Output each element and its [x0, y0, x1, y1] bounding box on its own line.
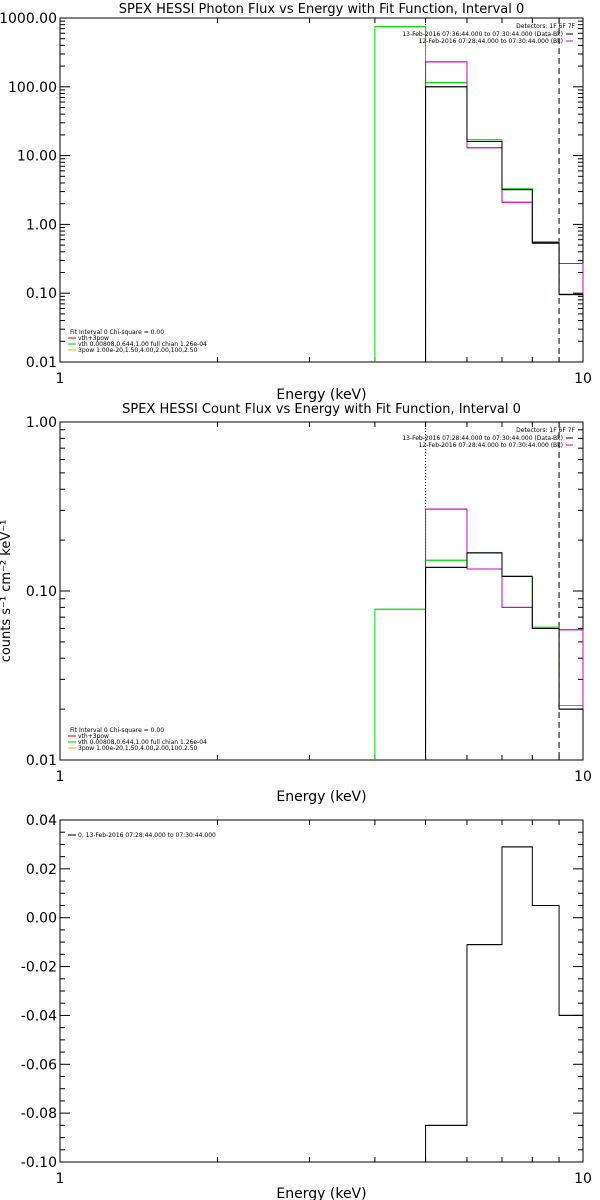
legend-right-entry: 13-Feb-2016 07:36:44.000 to 07:30:44.000… — [402, 31, 563, 38]
y-tick-label: 1.00 — [26, 415, 57, 431]
y-axis-label: counts s⁻¹ cm⁻² keV⁻¹ — [0, 520, 14, 663]
y-tick-label: -0.08 — [21, 1106, 57, 1122]
series-line — [425, 86, 584, 362]
legend-right-entry: 12-Feb-2016 07:28:44.000 to 07:30:44.000… — [419, 38, 563, 45]
x-tick-label: 1 — [56, 371, 65, 387]
legend-right-entry: 13-Feb-2016 07:28:44.000 to 07:30:44.000… — [402, 435, 563, 442]
y-tick-label: 0.01 — [26, 753, 57, 769]
x-tick-label: 1 — [56, 1171, 65, 1187]
y-tick-label: 0.00 — [26, 911, 57, 927]
plot-frame — [59, 17, 584, 363]
legend-left-entry: vth 0.00808,0.644,1.00 full chian 1.26e-… — [78, 739, 207, 746]
legend-left-entry: vth 0.00808,0.644,1.00 full chian 1.26e-… — [78, 341, 207, 348]
y-tick-label: -0.10 — [21, 1155, 57, 1171]
series-group — [374, 508, 584, 760]
x-tick-label: 10 — [574, 371, 592, 387]
legend-right-entry: 12-Feb-2016 07:28:44.000 to 07:30:44.000… — [419, 442, 563, 449]
series-line — [374, 552, 584, 760]
x-ticks: 1 10 — [56, 18, 592, 387]
y-tick-label: 10.00 — [17, 149, 57, 165]
plot-frame — [59, 819, 584, 1163]
x-axis-label: Energy (keV) — [276, 387, 366, 403]
y-tick-label: 0.10 — [26, 286, 57, 302]
series-group — [374, 26, 584, 362]
x-axis-label: Energy (keV) — [276, 1186, 366, 1200]
detectors-label: Detectors: 1F 6F 7F — [516, 427, 575, 434]
y-ticks: 0.01 0.10 1.00 — [26, 415, 583, 769]
detectors-label: Detectors: 1F 6F 7F — [516, 23, 575, 30]
y-tick-label: 1000.00 — [0, 11, 57, 27]
y-tick-label: 1.00 — [26, 217, 57, 233]
chart-panel-2: SPEX HESSI Count Flux vs Energy with Fit… — [0, 402, 592, 805]
legend-left-entry: Fit Interval 0 Chi-square = 0.00 — [70, 329, 164, 336]
y-tick-label: -0.06 — [21, 1057, 57, 1073]
y-ticks: -0.10 -0.08 -0.06 -0.04 -0.02 0.00 0.02 0.04 — [21, 813, 583, 1171]
plot-frame — [59, 421, 584, 761]
y-ticks: 0.01 0.10 1.00 10.00 100.00 1000.00 — [0, 11, 583, 371]
legend-left-entry: Fit Interval 0 Chi-square = 0.00 — [70, 727, 164, 734]
legend-left-entry: 0. 13-Feb-2016 07:28:44.000 to 07:30:44.… — [78, 832, 216, 839]
legend-left-entry: vth+3pow — [78, 335, 109, 342]
chart-panel-3: Energy (keV) 1 10 -0.10 -0.08 -0.06 -0.04 -0.02… — [21, 813, 592, 1200]
chart-title: SPEX HESSI Count Flux vs Energy with Fit… — [122, 402, 521, 417]
chart-title: SPEX HESSI Photon Flux vs Energy with Fi… — [119, 2, 525, 17]
y-tick-label: 0.02 — [26, 862, 57, 878]
y-tick-label: 0.04 — [26, 813, 57, 829]
y-tick-label: -0.02 — [21, 960, 57, 976]
x-tick-label: 10 — [574, 769, 592, 785]
x-tick-label: 10 — [574, 1171, 592, 1187]
legend-left-entry: 3pow 1.00e-20,1.50,4.00,2.00,100,2.50 — [78, 347, 198, 354]
series-line — [425, 552, 584, 760]
series-line — [425, 508, 584, 760]
legend-left-entry: 3pow 1.00e-20,1.50,4.00,2.00,100,2.50 — [78, 745, 198, 752]
x-tick-label: 1 — [56, 769, 65, 785]
series-line — [374, 26, 584, 362]
series-line — [425, 846, 584, 1162]
y-tick-label: 100.00 — [8, 80, 57, 96]
y-tick-label: 0.01 — [26, 355, 57, 371]
series-line — [425, 61, 584, 362]
legend-left-entry: vth+3pow — [78, 733, 109, 740]
y-tick-label: 0.10 — [26, 584, 57, 600]
chart-panel-1: SPEX HESSI Photon Flux vs Energy with Fi… — [0, 2, 592, 403]
x-axis-label: Energy (keV) — [276, 789, 366, 805]
y-tick-label: -0.04 — [21, 1008, 57, 1024]
x-ticks: 1 10 — [56, 820, 592, 1187]
series-group — [425, 846, 584, 1162]
